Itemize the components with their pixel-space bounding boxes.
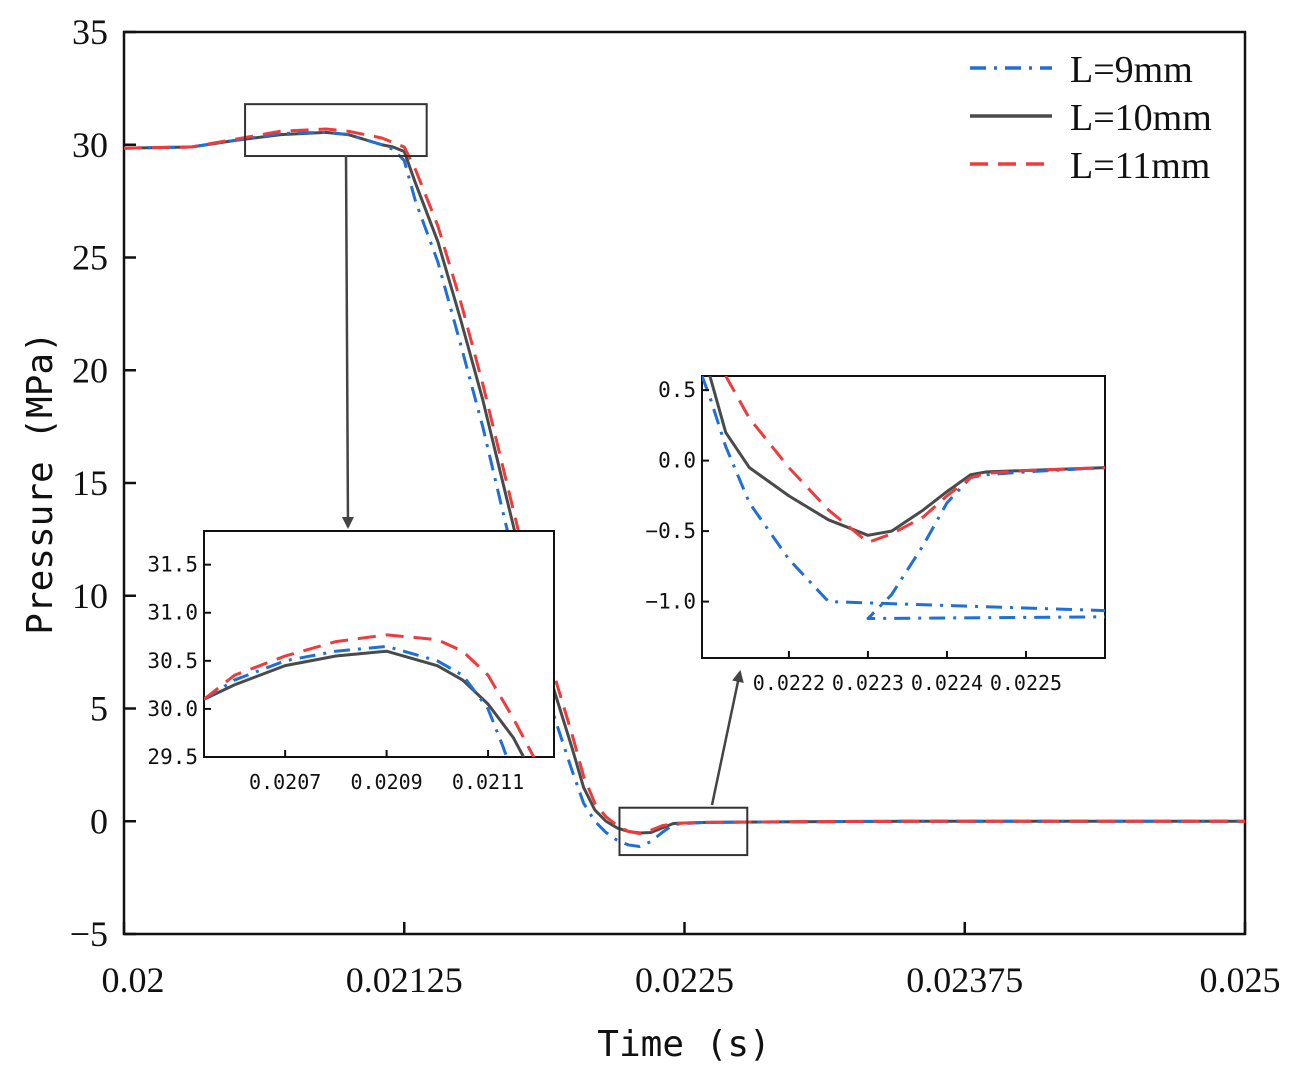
- x-axis-label: Time (s): [597, 1024, 770, 1065]
- y-tick-label: −5: [70, 914, 108, 954]
- inset-y-tick-label: 0.0: [658, 449, 696, 473]
- arrow-to-trough-inset: [710, 670, 744, 806]
- inset-y-tick-label: −1.0: [645, 590, 696, 614]
- inset-x-tick-label: 0.0222: [753, 671, 825, 695]
- inset-peak-zoom: 0.0207 0.0209 0.0211 29.5 30.0 30.5 31.0 31.5: [147, 530, 555, 794]
- x-tick-label: 0.02125: [346, 960, 463, 1000]
- inset-y-tick-label: 31.0: [147, 601, 198, 625]
- main-series-group: [123, 127, 1245, 849]
- y-tick-label: 0: [90, 801, 108, 841]
- legend-label: L=11mm: [1070, 145, 1210, 187]
- inset-y-tick-label: −0.5: [645, 519, 696, 543]
- zoom-source-boxes: [244, 103, 749, 857]
- inset-frame: [203, 530, 555, 758]
- x-tick-label: 0.025: [1200, 960, 1281, 1000]
- x-tick-label: 0.0225: [635, 960, 734, 1000]
- inset-series-line-l-10mm: [708, 376, 1105, 537]
- zoom-source-box-zoom-trough: [618, 806, 749, 857]
- y-tick-label: 20: [72, 350, 108, 390]
- x-axis-ticks: 0.02 0.02125 0.0225 0.02375 0.025: [102, 922, 1281, 1000]
- y-axis-ticks: −5 0 5 10 15 20 25 30 35: [70, 12, 136, 954]
- y-tick-label: 35: [72, 12, 108, 52]
- inset-trough-zoom: 0.0222 0.0223 0.0224 0.0225 −1.0 −0.5 0.0 0.5: [645, 375, 1106, 695]
- main-plot-area: 0.02 0.02125 0.0225 0.02375 0.025 −505101520…: [70, 12, 1281, 1000]
- x-tick-label: 0.02: [102, 960, 165, 1000]
- y-tick-label: 30: [72, 125, 108, 165]
- inset-x-tick-label: 0.0207: [249, 770, 321, 794]
- y-tick-label: 25: [72, 238, 108, 278]
- series-line-l-9mm: [123, 130, 1245, 849]
- x-tick-label: 0.02375: [906, 960, 1023, 1000]
- inset-y-tick-label: 29.5: [147, 745, 198, 769]
- inset-series-group: [702, 376, 1105, 621]
- y-tick-label: 5: [90, 689, 108, 729]
- y-tick-label: 10: [72, 576, 108, 616]
- y-tick-label: 15: [72, 463, 108, 503]
- inset-y-tick-label: 30.0: [147, 697, 198, 721]
- y-axis-label: Pressure (MPa): [20, 331, 61, 634]
- inset-x-tick-label: 0.0211: [452, 770, 524, 794]
- series-line-l-11mm: [123, 127, 1245, 836]
- inset-series-line-l-10mm: [204, 649, 526, 757]
- inset-series-line-l-11mm: [724, 376, 1105, 544]
- legend-label: L=10mm: [1070, 97, 1212, 139]
- inset-series-group: [204, 633, 536, 757]
- inset-frame: [701, 375, 1106, 659]
- inset-y-tick-label: 0.5: [658, 378, 696, 402]
- inset-series-line-l-9mm: [204, 644, 509, 757]
- zoom-arrows: [341, 154, 744, 806]
- inset-series-line-l-11mm: [204, 633, 536, 757]
- inset-y-tick-label: 31.5: [147, 553, 198, 577]
- inset-y-tick-label: 30.5: [147, 649, 198, 673]
- inset-x-tick-label: 0.0223: [832, 671, 904, 695]
- legend: L=9mm L=10mm L=11mm: [970, 49, 1212, 187]
- zoom-source-box-zoom-peak: [244, 103, 428, 158]
- legend-label: L=9mm: [1070, 49, 1193, 91]
- inset-x-tick-label: 0.0224: [911, 671, 983, 695]
- arrow-to-peak-inset: [341, 154, 354, 529]
- inset-x-tick-label: 0.0209: [350, 770, 422, 794]
- inset-series-line-l-9mm: [702, 376, 1105, 621]
- inset-x-tick-label: 0.0225: [990, 671, 1062, 695]
